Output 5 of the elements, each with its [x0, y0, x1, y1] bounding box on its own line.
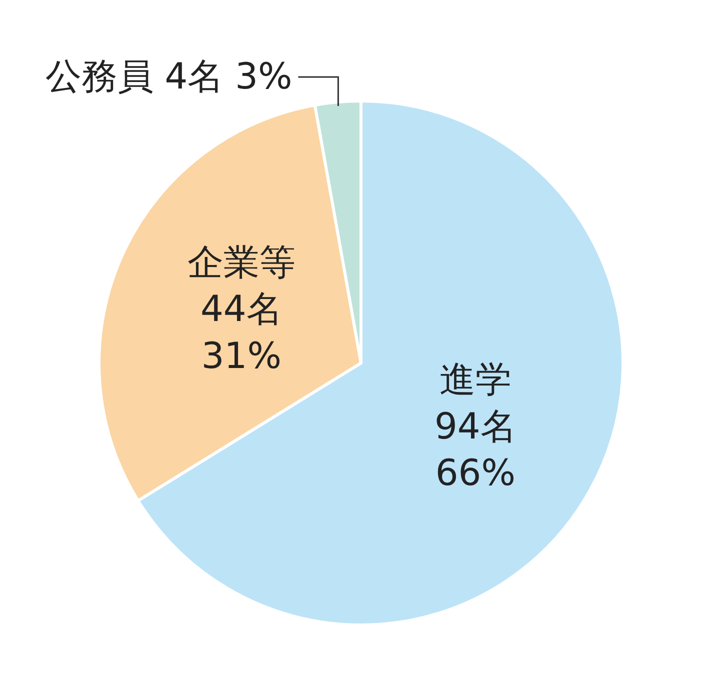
slice-label: 進学 [439, 360, 512, 401]
data-label: 44名 31% [200, 289, 282, 377]
data-label: 94名 66% [434, 406, 516, 494]
slice-label: 企業等 [187, 242, 296, 284]
slice-label: 公務員 4名 3% [45, 56, 292, 98]
